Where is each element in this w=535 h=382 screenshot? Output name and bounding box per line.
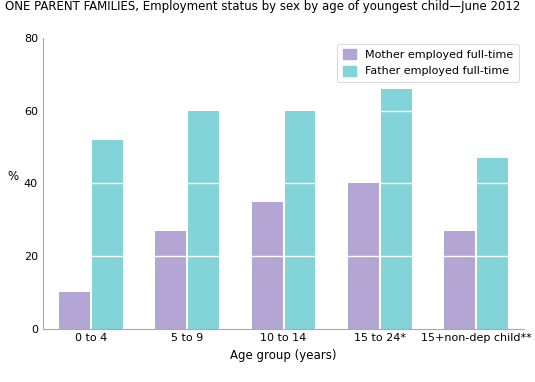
- Text: ONE PARENT FAMILIES, Employment status by sex by age of youngest child—June 2012: ONE PARENT FAMILIES, Employment status b…: [5, 0, 521, 13]
- Bar: [348, 183, 379, 329]
- Bar: [252, 202, 282, 329]
- Bar: [156, 230, 186, 329]
- Bar: [59, 292, 90, 329]
- X-axis label: Age group (years): Age group (years): [230, 349, 337, 362]
- Legend: Mother employed full-time, Father employed full-time: Mother employed full-time, Father employ…: [337, 44, 519, 82]
- Bar: [92, 140, 123, 329]
- Y-axis label: %: %: [7, 170, 18, 183]
- Bar: [445, 230, 475, 329]
- Bar: [188, 111, 219, 329]
- Bar: [381, 89, 411, 329]
- Bar: [477, 158, 508, 329]
- Bar: [285, 111, 315, 329]
